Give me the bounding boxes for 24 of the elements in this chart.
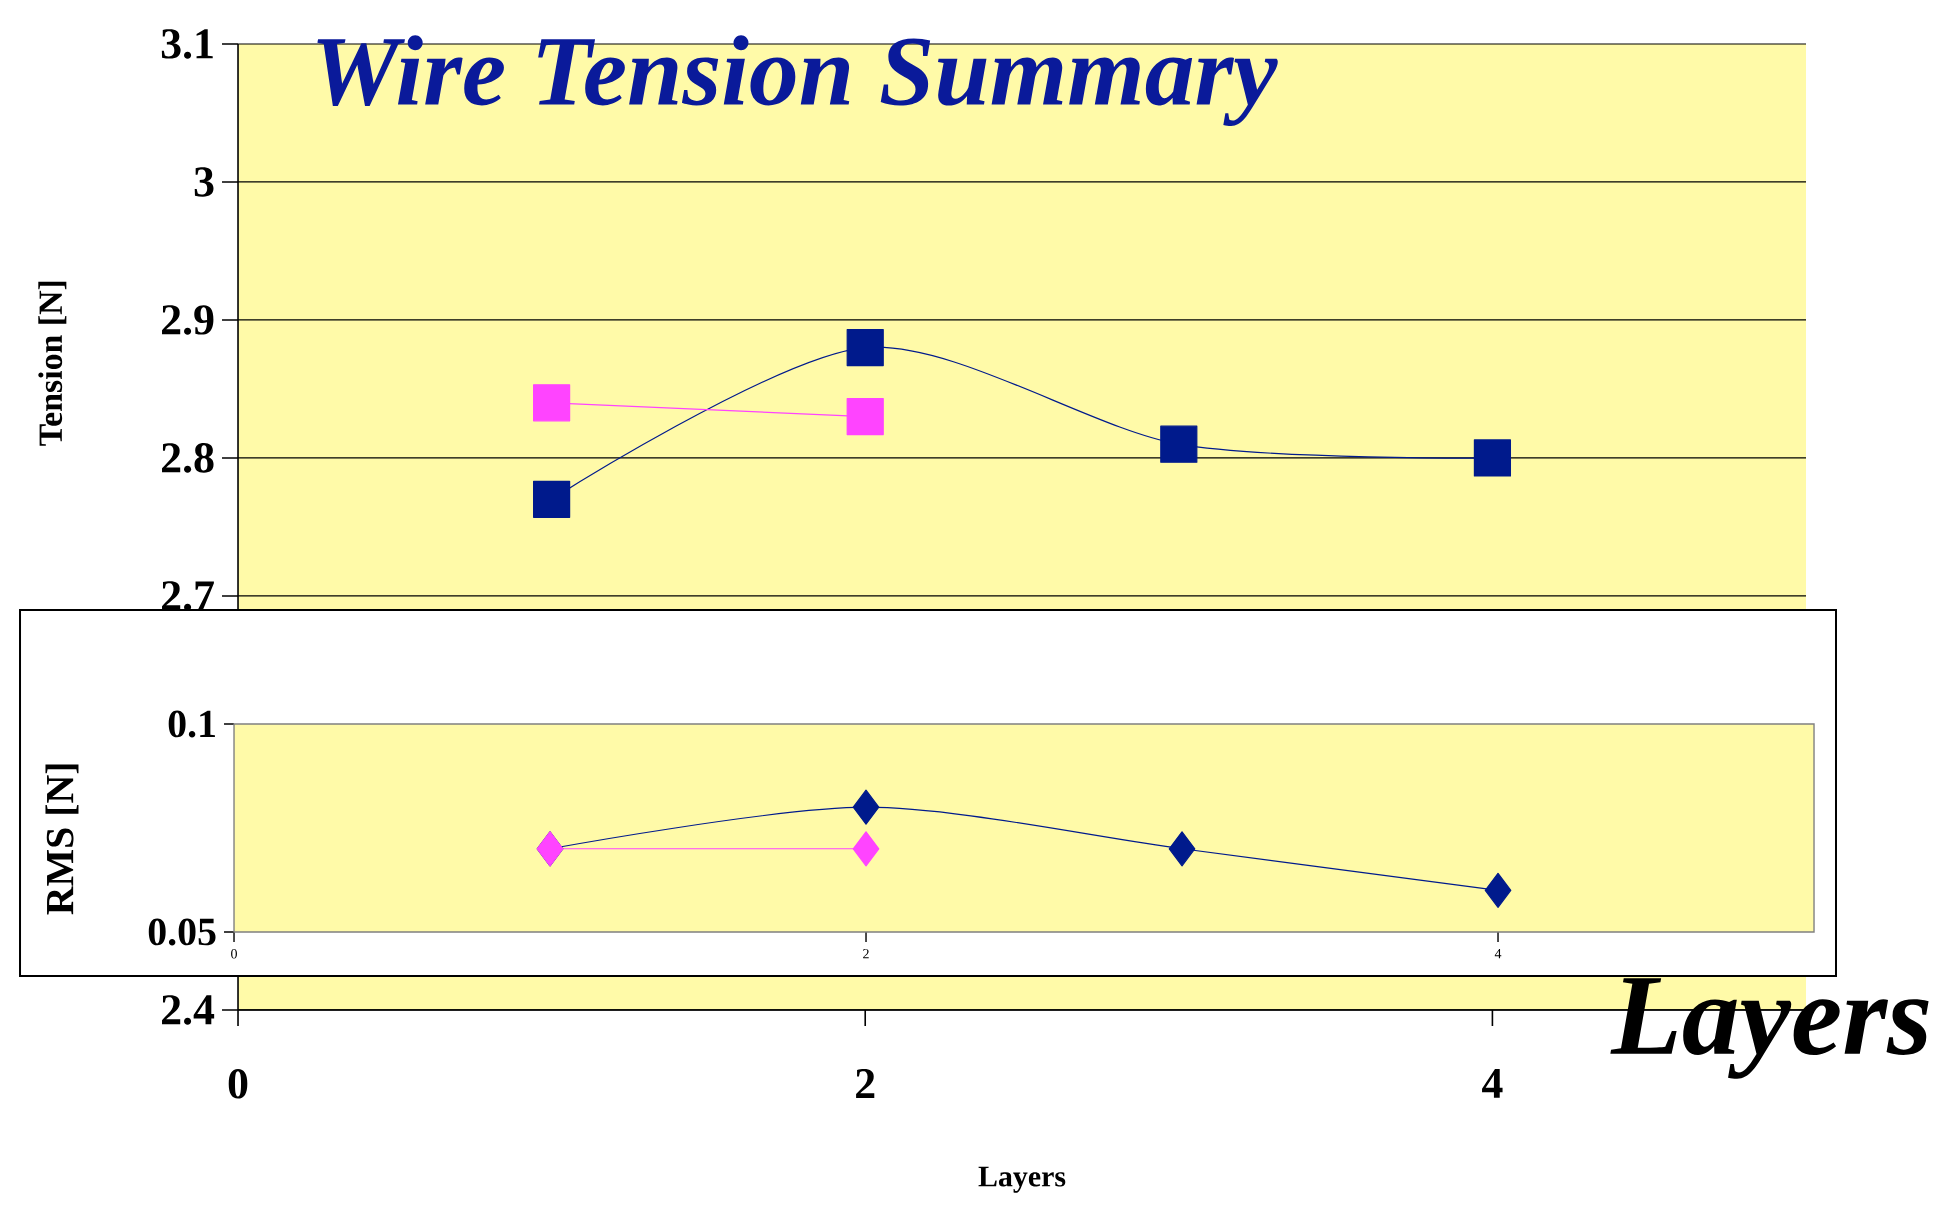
x-tick-label: 0 <box>228 1069 248 1099</box>
point <box>846 328 884 367</box>
point <box>1160 425 1198 463</box>
point <box>533 384 571 422</box>
point <box>1473 439 1512 477</box>
x-tick-label: 4 <box>1482 1069 1503 1098</box>
y-tick-label: 0.05 <box>148 918 216 946</box>
y-axis-title: RMS [N] <box>45 764 79 915</box>
point <box>1168 831 1196 867</box>
y-tick-label: 2.8 <box>162 443 214 473</box>
y-tick-label: 3 <box>194 167 214 197</box>
chart-title: Wire Tension Summary <box>317 35 1278 126</box>
point <box>852 831 880 867</box>
point <box>533 480 571 518</box>
point <box>846 397 884 436</box>
point <box>852 789 880 825</box>
y-tick-label: 3.1 <box>161 29 213 59</box>
y-tick-label: 2.4 <box>162 995 215 1025</box>
point <box>1484 872 1512 908</box>
y-tick-label: 2.9 <box>162 305 214 335</box>
y-axis-title: Tension [N] <box>38 281 67 446</box>
x-tick-label: 2 <box>856 1069 875 1099</box>
x-axis-title: Layers <box>978 1166 1066 1193</box>
y-tick-label: 0.1 <box>168 710 215 738</box>
